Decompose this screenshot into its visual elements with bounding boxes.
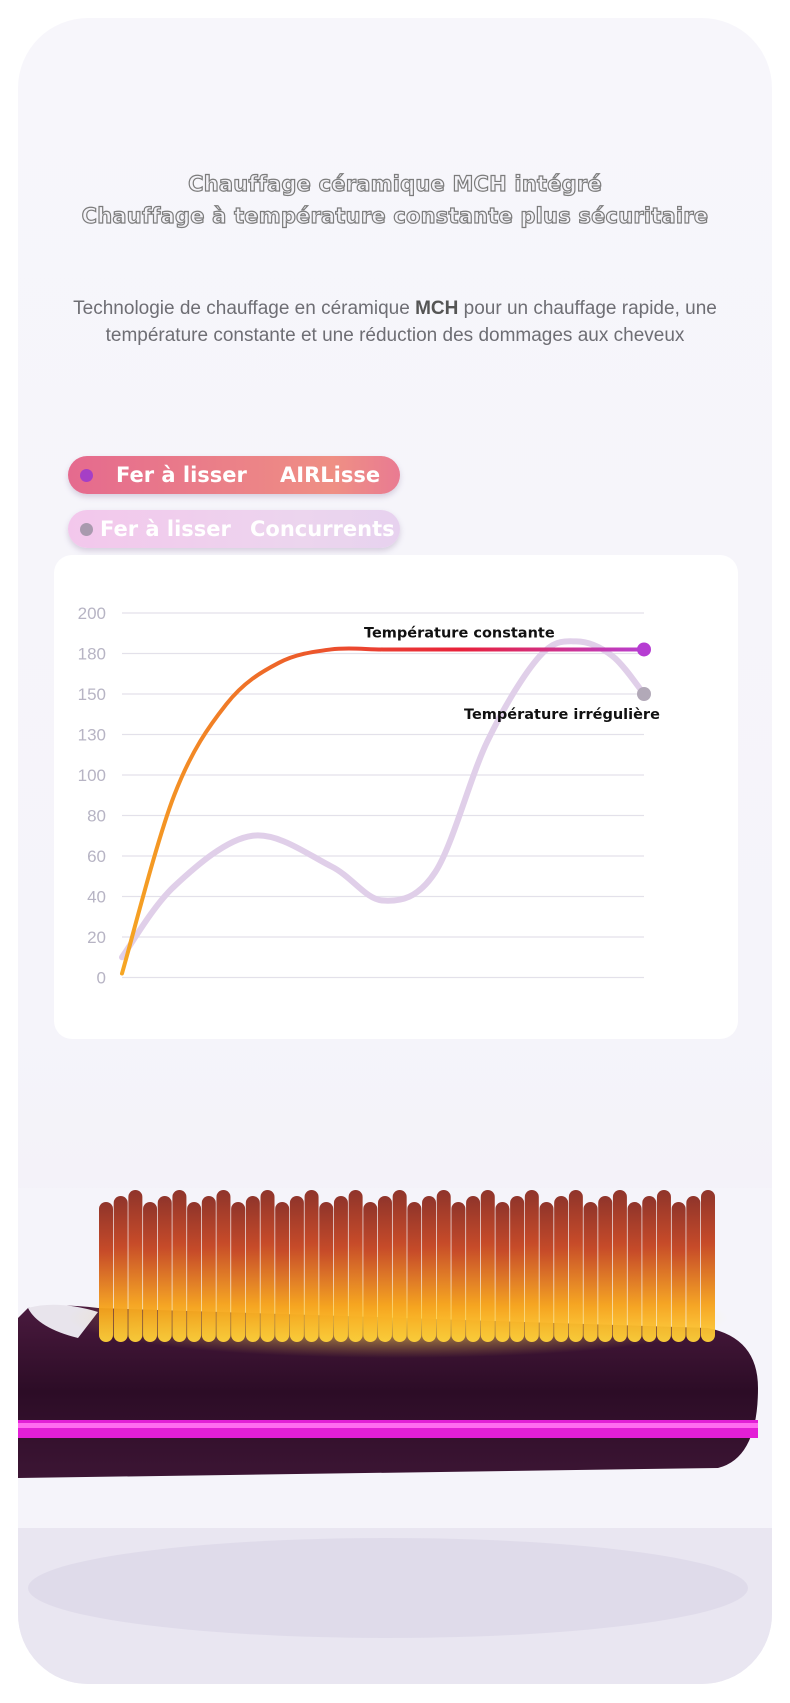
y-tick-label: 130 xyxy=(78,726,106,745)
bristle xyxy=(480,1190,495,1342)
bristle xyxy=(495,1202,510,1342)
product-page: Chauffage céramique MCH intégré Chauffag… xyxy=(18,18,772,1684)
bristle xyxy=(568,1190,583,1342)
y-tick-label: 60 xyxy=(87,847,106,866)
description-text-end: pour un chauffage rapide, une températur… xyxy=(105,298,717,346)
bristle xyxy=(642,1196,657,1342)
bristle xyxy=(275,1202,290,1342)
bristle xyxy=(392,1190,407,1342)
bristle xyxy=(656,1190,671,1342)
bristle xyxy=(333,1196,348,1342)
bristle xyxy=(363,1202,378,1342)
legend-label-device: Fer à lisser xyxy=(116,463,247,487)
bristle xyxy=(407,1202,422,1342)
bristle xyxy=(348,1190,363,1342)
headline-line-2: Chauffage à température constante plus s… xyxy=(81,203,709,228)
bristle xyxy=(377,1196,392,1342)
chart-card: 0 20 40 60 80 100 130 150 180 200 Température con… xyxy=(54,555,738,1039)
series-end-point-airlisse xyxy=(637,642,651,657)
bristle xyxy=(510,1196,525,1342)
hair-brush-illustration xyxy=(18,1188,772,1684)
legend-dot-icon-airlisse xyxy=(80,469,93,482)
bristle xyxy=(583,1202,598,1342)
legend-dot-icon-competitors xyxy=(80,523,93,536)
bristle xyxy=(451,1202,466,1342)
bristle xyxy=(187,1202,202,1342)
bristle xyxy=(172,1190,187,1342)
annotation-constant-temperature: Température constante xyxy=(364,625,555,641)
bristle xyxy=(612,1190,627,1342)
series-end-point-competitors xyxy=(637,687,651,701)
y-tick-label: 20 xyxy=(87,928,106,947)
bristle xyxy=(686,1196,701,1342)
series-line-competitors xyxy=(119,638,647,961)
bristle xyxy=(319,1202,334,1342)
bristle xyxy=(524,1190,539,1342)
bristle xyxy=(143,1202,158,1342)
bristle xyxy=(113,1196,128,1342)
y-tick-label: 100 xyxy=(78,766,106,785)
bristle xyxy=(466,1196,481,1342)
legend-label-brand: AIRLisse xyxy=(280,463,381,487)
bristle xyxy=(598,1196,613,1342)
bristle xyxy=(627,1202,642,1342)
temperature-chart: 0 20 40 60 80 100 130 150 180 200 Température con… xyxy=(78,604,660,988)
bristle xyxy=(99,1202,113,1342)
y-tick-label: 180 xyxy=(78,645,106,664)
y-tick-label: 80 xyxy=(87,807,106,826)
bristle xyxy=(216,1190,231,1342)
bristle xyxy=(422,1196,437,1342)
bristle xyxy=(539,1202,554,1342)
legend-pill-competitors: Fer à lisser Concurrents xyxy=(68,510,400,548)
bristle xyxy=(260,1190,275,1342)
legend-pill-airlisse: Fer à lisser AIRLisse xyxy=(68,456,400,494)
bristle xyxy=(436,1190,451,1342)
description: Technologie de chauffage en céramique MC… xyxy=(68,295,722,349)
description-text-start: Technologie de chauffage en céramique xyxy=(73,298,416,319)
legend-label-device: Fer à lisser xyxy=(100,517,231,541)
bristle xyxy=(554,1196,569,1342)
annotation-irregular-temperature: Température irrégulière xyxy=(464,707,660,723)
y-tick-label: 0 xyxy=(97,969,106,988)
bristle xyxy=(671,1202,686,1342)
bristle xyxy=(245,1196,260,1342)
bristle xyxy=(128,1190,143,1342)
y-tick-label: 40 xyxy=(87,888,106,907)
bristle xyxy=(289,1196,304,1342)
headline-line-1: Chauffage céramique MCH intégré xyxy=(187,171,602,196)
bristle xyxy=(701,1190,715,1342)
legend-label-competitors: Concurrents xyxy=(250,517,395,541)
bristle xyxy=(304,1190,319,1342)
y-tick-label: 200 xyxy=(78,604,106,623)
bristle xyxy=(231,1202,246,1342)
bristle xyxy=(157,1196,172,1342)
description-bold-mch: MCH xyxy=(415,298,459,319)
bristle xyxy=(201,1196,216,1342)
series-line-airlisse xyxy=(120,646,646,976)
y-tick-label: 150 xyxy=(78,685,106,704)
